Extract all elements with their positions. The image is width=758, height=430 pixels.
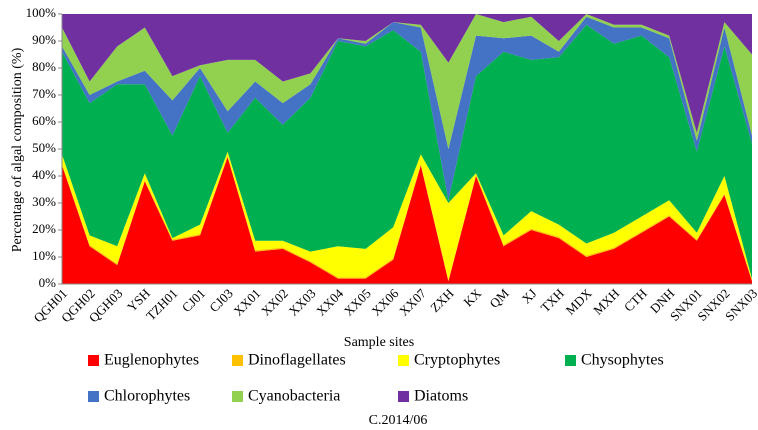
x-tick-label: XJ bbox=[519, 286, 540, 307]
y-tick-label: 70% bbox=[32, 86, 56, 101]
legend-label: Chysophytes bbox=[581, 352, 664, 369]
y-tick-label: 40% bbox=[32, 167, 56, 182]
x-tick-label: XX03 bbox=[286, 286, 319, 319]
x-axis-title: Sample sites bbox=[344, 335, 414, 350]
x-tick-label: XX04 bbox=[313, 285, 346, 318]
x-tick-label: XX01 bbox=[230, 286, 263, 319]
legend-swatch bbox=[565, 355, 576, 366]
y-axis-title: Percentage of algal composition (%) bbox=[10, 47, 25, 252]
x-tick-label: TZH01 bbox=[143, 286, 181, 324]
legend-swatch bbox=[398, 355, 409, 366]
area bbox=[62, 14, 752, 133]
x-tick-label: CJ03 bbox=[206, 286, 236, 316]
legend-label: Cryptophytes bbox=[414, 352, 500, 369]
y-tick-label: 60% bbox=[32, 113, 56, 128]
y-tick-label: 90% bbox=[32, 32, 56, 47]
y-tick-label: 0% bbox=[39, 275, 57, 290]
area bbox=[62, 157, 752, 284]
legend-swatch bbox=[398, 391, 409, 402]
x-tick-label: XX07 bbox=[396, 285, 429, 318]
legend-swatch bbox=[88, 391, 99, 402]
x-tick-label: QM bbox=[486, 285, 512, 311]
x-tick-label: MXH bbox=[590, 286, 622, 318]
legend-swatch bbox=[88, 355, 99, 366]
x-tick-label: MDX bbox=[563, 285, 595, 317]
legend-label: Chlorophytes bbox=[104, 388, 190, 405]
legend-label: Euglenophytes bbox=[104, 352, 199, 369]
legend-label: Diatoms bbox=[414, 388, 468, 405]
area bbox=[62, 151, 752, 280]
x-tick-label: CJ01 bbox=[179, 286, 209, 316]
legend-swatch bbox=[232, 355, 243, 366]
x-tick-label: CTH bbox=[621, 286, 650, 315]
y-tick-label: 100% bbox=[26, 5, 57, 20]
legend-swatch bbox=[232, 391, 243, 402]
y-tick-label: 20% bbox=[32, 221, 56, 236]
y-tick-label: 50% bbox=[32, 140, 56, 155]
legend-label: Dinoflagellates bbox=[248, 352, 346, 369]
y-tick-label: 80% bbox=[32, 59, 56, 74]
x-tick-label: TXH bbox=[538, 286, 567, 315]
x-tick-label: XX05 bbox=[341, 286, 374, 319]
x-tick-label: ZXH bbox=[427, 286, 456, 315]
caption: C.2014/06 bbox=[369, 413, 428, 428]
x-tick-label: XX06 bbox=[368, 285, 401, 318]
y-tick-label: 30% bbox=[32, 194, 56, 209]
x-tick-label: KX bbox=[460, 285, 484, 309]
x-tick-label: XX02 bbox=[258, 286, 291, 319]
area bbox=[62, 24, 752, 279]
y-tick-label: 10% bbox=[32, 248, 56, 263]
legend-label: Cyanobacteria bbox=[248, 388, 340, 405]
